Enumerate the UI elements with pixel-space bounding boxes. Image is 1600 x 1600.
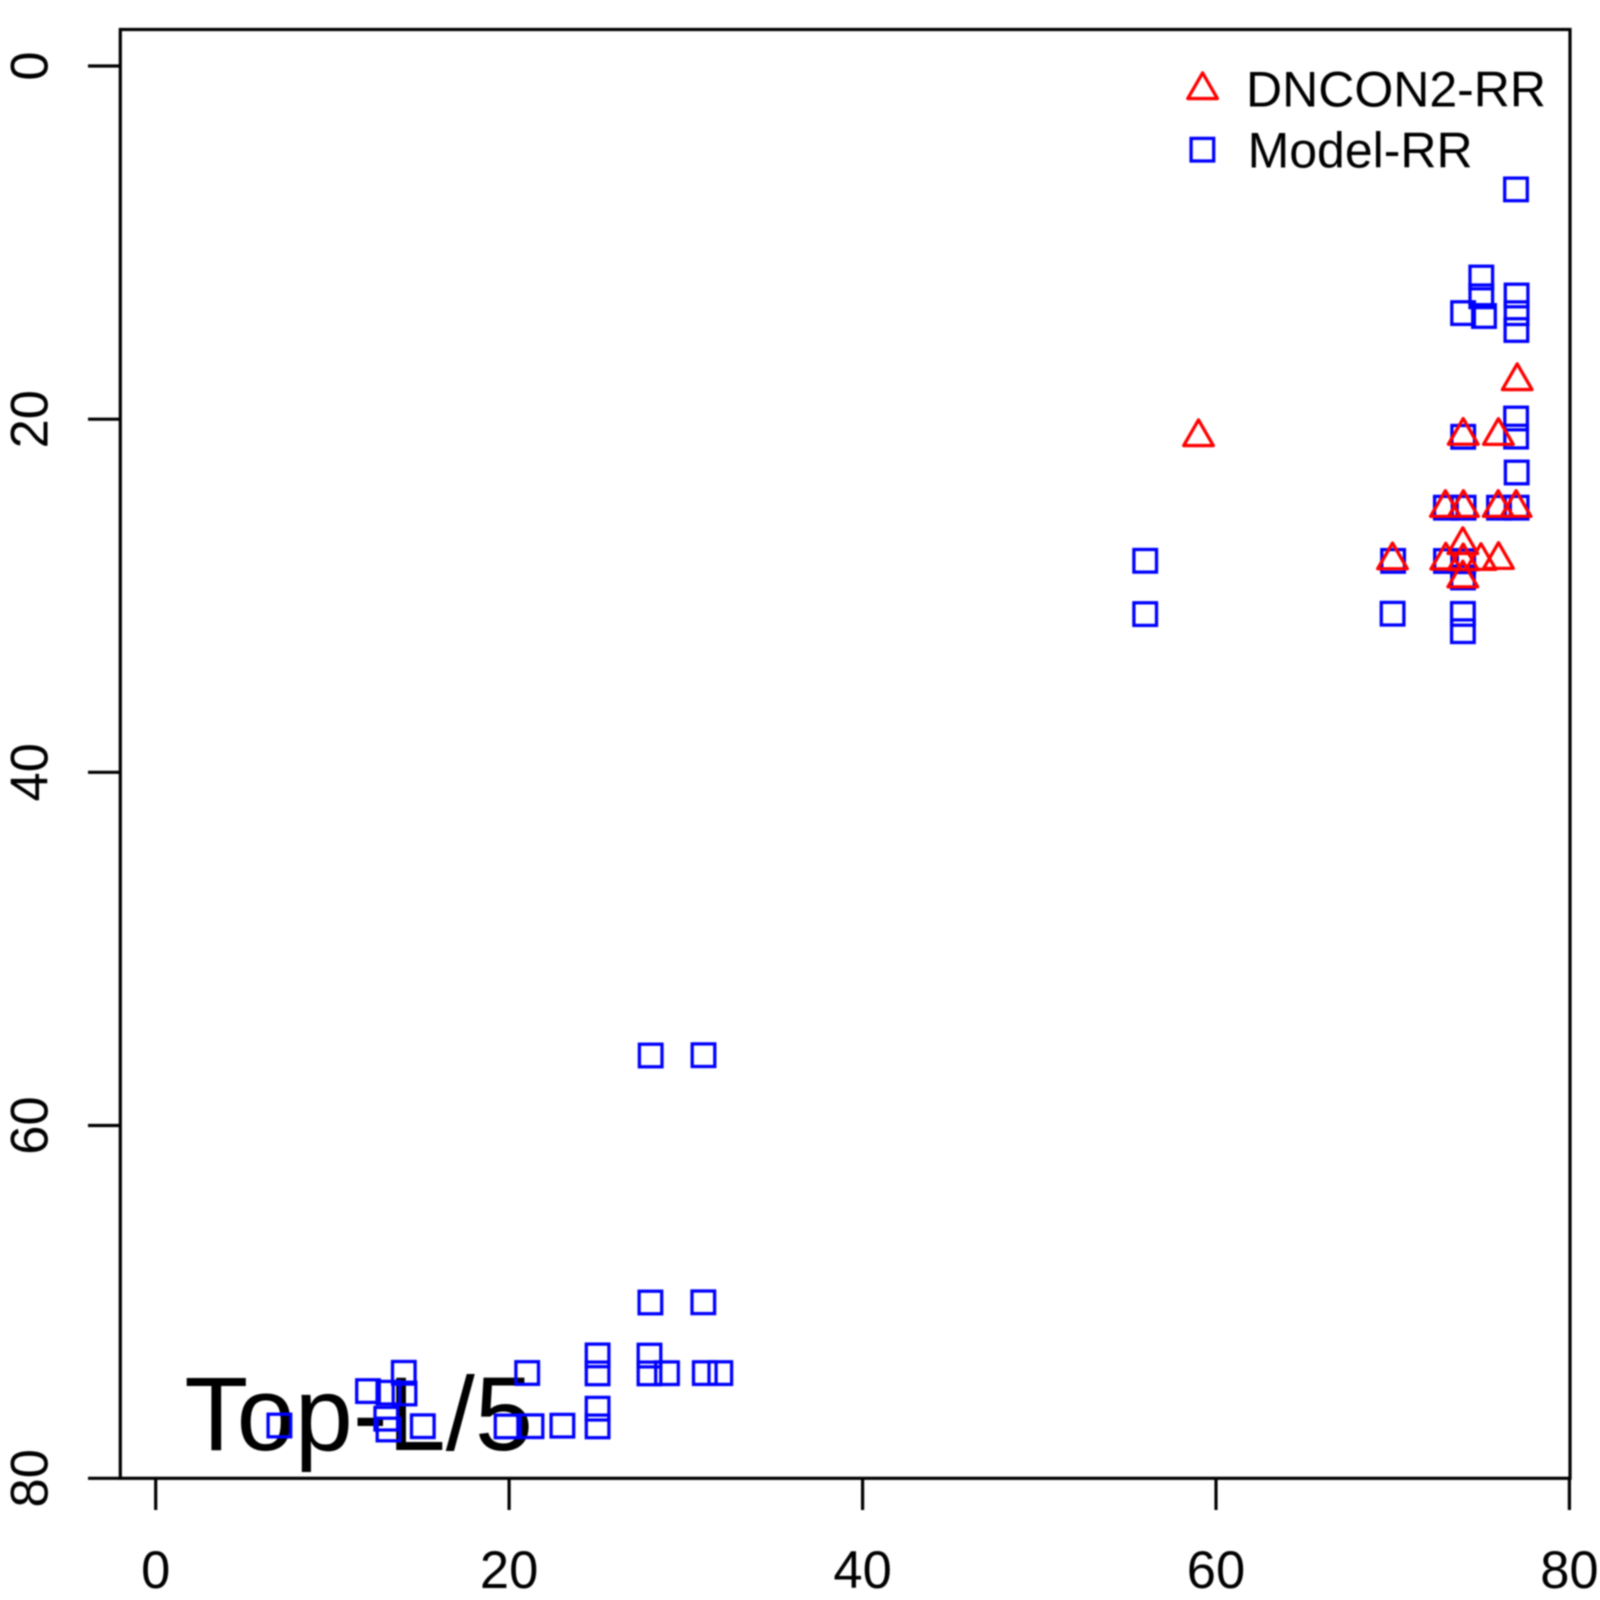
svg-text:Top-L/5: Top-L/5 xyxy=(184,1356,533,1473)
svg-text:0: 0 xyxy=(1,51,60,80)
svg-text:60: 60 xyxy=(1187,1541,1245,1600)
svg-text:80: 80 xyxy=(1540,1541,1598,1600)
svg-text:40: 40 xyxy=(833,1541,891,1600)
svg-text:0: 0 xyxy=(141,1541,170,1600)
svg-text:20: 20 xyxy=(480,1541,538,1600)
svg-text:DNCON2-RR: DNCON2-RR xyxy=(1246,62,1546,118)
svg-text:40: 40 xyxy=(1,743,60,801)
svg-text:Model-RR: Model-RR xyxy=(1248,123,1473,179)
svg-text:80: 80 xyxy=(1,1449,60,1507)
svg-text:20: 20 xyxy=(1,390,60,448)
svg-text:60: 60 xyxy=(1,1096,60,1154)
